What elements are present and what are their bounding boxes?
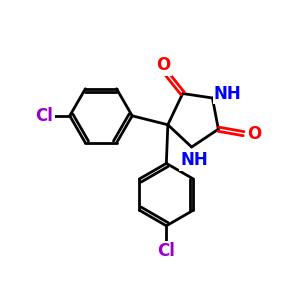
Text: O: O — [247, 125, 261, 143]
Text: Cl: Cl — [158, 242, 175, 260]
Text: Cl: Cl — [35, 107, 53, 125]
Text: O: O — [156, 56, 170, 74]
Text: NH: NH — [181, 152, 208, 169]
Text: NH: NH — [214, 85, 242, 103]
